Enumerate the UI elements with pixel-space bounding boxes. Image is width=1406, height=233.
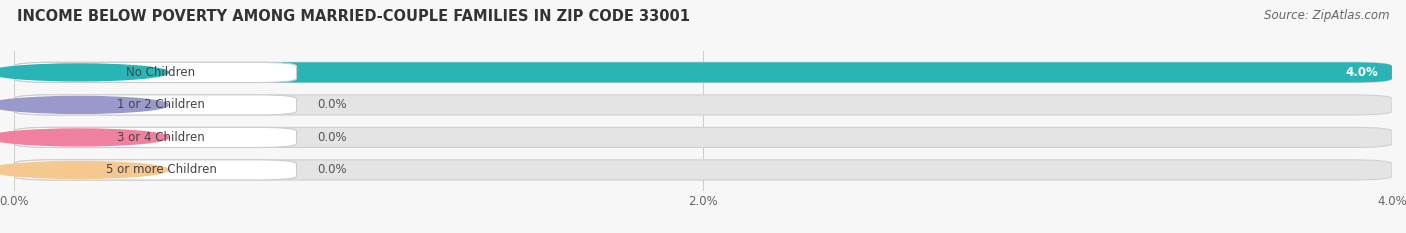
Text: 5 or more Children: 5 or more Children: [105, 163, 217, 176]
Circle shape: [0, 64, 169, 81]
FancyBboxPatch shape: [14, 160, 297, 180]
FancyBboxPatch shape: [14, 127, 1392, 147]
Text: 0.0%: 0.0%: [318, 163, 347, 176]
FancyBboxPatch shape: [14, 95, 1392, 115]
Text: INCOME BELOW POVERTY AMONG MARRIED-COUPLE FAMILIES IN ZIP CODE 33001: INCOME BELOW POVERTY AMONG MARRIED-COUPL…: [17, 9, 690, 24]
FancyBboxPatch shape: [14, 62, 297, 82]
Text: 3 or 4 Children: 3 or 4 Children: [117, 131, 205, 144]
Text: 0.0%: 0.0%: [318, 131, 347, 144]
Text: 4.0%: 4.0%: [1346, 66, 1378, 79]
FancyBboxPatch shape: [14, 62, 1392, 82]
Text: No Children: No Children: [127, 66, 195, 79]
Text: 0.0%: 0.0%: [318, 98, 347, 111]
FancyBboxPatch shape: [14, 160, 1392, 180]
Circle shape: [0, 129, 169, 146]
Text: Source: ZipAtlas.com: Source: ZipAtlas.com: [1264, 9, 1389, 22]
Circle shape: [0, 161, 169, 178]
Circle shape: [0, 96, 169, 113]
FancyBboxPatch shape: [14, 95, 297, 115]
FancyBboxPatch shape: [14, 127, 297, 147]
Text: 1 or 2 Children: 1 or 2 Children: [117, 98, 205, 111]
FancyBboxPatch shape: [14, 62, 1392, 82]
